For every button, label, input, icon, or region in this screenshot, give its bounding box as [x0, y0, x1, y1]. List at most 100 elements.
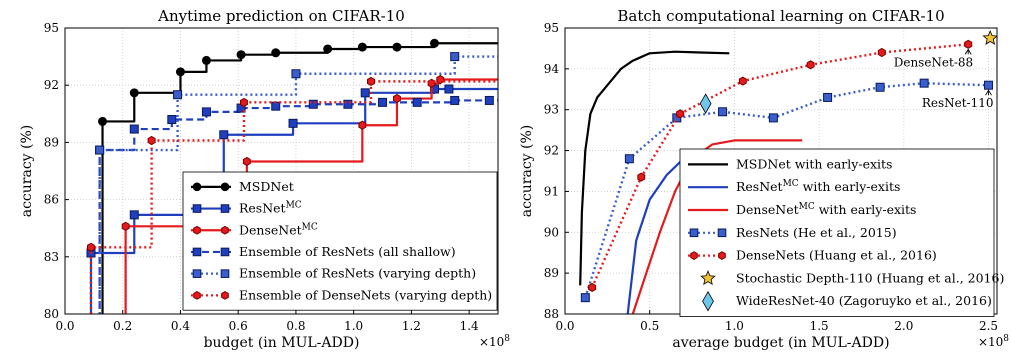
data-point-square: [167, 115, 177, 125]
y-tick-label: 89: [544, 266, 559, 280]
data-point-hexagon: [877, 47, 886, 58]
x-tick-label: 1.0: [725, 319, 744, 333]
legend-marker: [192, 182, 202, 192]
data-point-hexagon: [637, 172, 646, 182]
legend-marker: [221, 291, 229, 300]
y-tick-label: 92: [44, 78, 59, 92]
legend-item: Ensemble of DenseNets (varying depth): [191, 287, 492, 302]
y-tick-label: 93: [544, 103, 559, 117]
data-point-square: [823, 92, 833, 102]
annotations: DenseNet-88 ResNet-110: [894, 48, 994, 110]
x-tick-label: 0.8: [286, 319, 305, 333]
data-point-star: [982, 29, 997, 45]
legend-item: ResNetMC: [191, 201, 302, 216]
y-tick-label: 95: [544, 21, 559, 35]
tick-labels: 0.0 0.5 1.0 1.5 2.0 2.5 88 89 90 91 92 93 94 95: [544, 21, 998, 333]
data-point-square: [580, 293, 590, 303]
data-point-hexagon: [242, 156, 251, 167]
data-point-square: [412, 97, 422, 107]
legend-marker: [192, 247, 202, 257]
data-point-square: [444, 84, 454, 94]
y-tick-label: 86: [44, 193, 59, 207]
x-multiplier-base: ×10: [479, 335, 504, 349]
annotation-label: ResNet-110: [922, 96, 994, 110]
annotation: ResNet-110: [922, 89, 994, 110]
data-point-circle: [236, 50, 246, 60]
legend-label: WideResNet-40 (Zagoruyko et al., 2016): [736, 293, 992, 308]
tick-labels: 0.0 0.2 0.4 0.6 0.8 1.0 1.2 1.4 80 83 86 89 92 95: [44, 21, 479, 333]
legend-label: DenseNetMC with early-exits: [736, 202, 916, 217]
data-point-square: [129, 210, 139, 220]
data-point-square: [308, 99, 318, 109]
legend-label-name: ResNet: [239, 201, 286, 216]
x-axis-label: average budget (in MUL-ADD): [672, 335, 889, 351]
legend-label-superscript: MC: [783, 179, 799, 189]
legend-label: Ensemble of ResNets (all shallow): [239, 244, 456, 259]
x-tick-label: 0.4: [171, 319, 190, 333]
data-point-circle: [357, 42, 367, 52]
data-point-square: [201, 107, 211, 117]
data-point-square: [718, 107, 728, 117]
data-point-hexagon: [121, 221, 130, 231]
series-stochastic-depth-110-huang-et-al-2016: [982, 29, 997, 45]
legend-marker: [193, 225, 201, 235]
y-tick-label: 80: [44, 307, 59, 321]
data-point-hexagon: [806, 60, 815, 70]
y-tick-label: 83: [44, 250, 59, 264]
data-point-square: [288, 118, 298, 128]
chart-title: Batch computational learning on CIFAR-10: [617, 7, 944, 25]
annotation-arrowhead: [964, 48, 972, 55]
x-multiplier-exponent: 8: [504, 334, 510, 344]
legend-item: ResNetMC with early-exits: [688, 179, 900, 194]
data-point-square: [450, 52, 460, 62]
legend-label-name: DenseNet: [239, 222, 302, 237]
legend-item: MSDNet: [191, 179, 294, 194]
series-densenets-huang-et-al-2016: [588, 39, 973, 292]
series-layer: [86, 38, 498, 314]
legend-item: ResNets (He et al., 2015): [688, 225, 897, 240]
series-line: [89, 80, 498, 314]
legend-item: MSDNet with early-exits: [688, 156, 892, 171]
data-point-circle: [98, 116, 108, 126]
data-point-hexagon: [738, 76, 747, 86]
data-point-circle: [175, 67, 185, 77]
chart-batch-computational-learning: 0.0 0.5 1.0 1.5 2.0 2.5 88 89 90 91 92 93 94 95 Batch…: [519, 7, 1009, 351]
data-point-circle: [392, 42, 402, 52]
x-tick-label: 0.0: [555, 319, 574, 333]
legend-marker: [689, 228, 699, 238]
data-point-square: [919, 78, 929, 88]
legend-item: DenseNetMC: [191, 222, 318, 237]
legend-label-name: Ensemble of ResNets (all shallow): [239, 244, 456, 259]
data-point-square: [450, 95, 460, 105]
legend-label-name: DenseNet: [736, 202, 799, 217]
x-multiplier-exponent: 8: [1003, 334, 1009, 344]
x-axis-label: budget (in MUL-ADD): [204, 335, 360, 351]
data-point-square: [875, 82, 885, 92]
data-point-square: [984, 80, 994, 90]
data-point-hexagon: [358, 120, 367, 130]
legend-label: DenseNetMC: [239, 222, 318, 237]
x-tick-label: 1.4: [460, 319, 479, 333]
data-point-circle: [323, 44, 333, 54]
data-point-square: [378, 97, 388, 107]
data-point-hexagon: [367, 76, 375, 86]
data-point-hexagon: [393, 93, 401, 104]
x-tick-label: 0.0: [55, 319, 74, 333]
legend-label-name: MSDNet: [239, 179, 294, 194]
x-tick-label: 0.6: [229, 319, 248, 333]
legend-label: Ensemble of DenseNets (varying depth): [239, 287, 492, 302]
legend-label-name: MSDNet with early-exits: [736, 156, 892, 171]
legend: MSDNet with early-exits ResNetMC with ear…: [679, 148, 1004, 318]
x-tick-label: 1.2: [402, 319, 421, 333]
legend-item: WideResNet-40 (Zagoruyko et al., 2016): [702, 290, 992, 312]
data-point-square: [129, 124, 139, 134]
legend-label-name: Ensemble of DenseNets (varying depth): [239, 287, 492, 302]
data-point-hexagon: [676, 109, 685, 119]
data-point-circle: [271, 48, 281, 58]
legend-label: DenseNets (Huang et al., 2016): [736, 248, 937, 263]
legend-marker: [702, 290, 714, 312]
legend-label: ResNetMC: [239, 201, 302, 216]
x-tick-label: 0.5: [640, 319, 659, 333]
series-resnets-he-et-al-2015: [580, 78, 994, 303]
legend-box: [182, 171, 498, 311]
